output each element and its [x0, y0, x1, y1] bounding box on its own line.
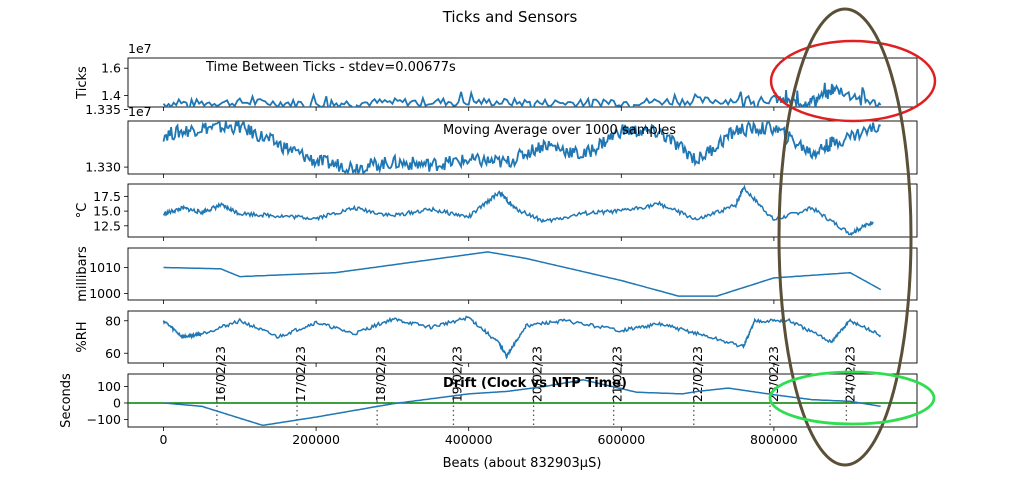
- annotation-ellipses: [768, 7, 937, 467]
- date-marker-label: 22/02/23: [690, 346, 705, 402]
- y-tick-label: 1000: [89, 286, 121, 301]
- y-tick-label: 80: [105, 313, 121, 328]
- axes-frame: [127, 120, 918, 175]
- axis-offset-label: 1e7: [128, 41, 152, 56]
- chart-title: Ticks and Sensors: [442, 8, 578, 26]
- axis-offset-label: 1e7: [128, 104, 152, 119]
- panel-annotation: Time Between Ticks - stdev=0.00677s: [205, 60, 456, 75]
- red-highlight-ellipse: [769, 39, 937, 123]
- y-tick-label: 1.335: [85, 102, 121, 117]
- y-tick-label: 15.0: [93, 204, 121, 219]
- y-tick-label: 1.330: [85, 160, 121, 175]
- x-tick-label: 200000: [292, 432, 340, 447]
- y-axis-label: %RH: [75, 321, 90, 352]
- x-tick-label: 800000: [750, 432, 798, 447]
- subplot-2: 1.330 1.335 1e7 Moving Average over 1000 sa…: [85, 102, 918, 178]
- axes-frame: [127, 373, 918, 428]
- y-axis-label: millibars: [75, 246, 90, 302]
- chart-panels: 1.4 1.6 Ticks 1e7 Time Between Ticks - stdev…: [59, 41, 918, 447]
- series-line: [162, 184, 874, 237]
- date-marker-label: 21/02/23: [610, 346, 625, 402]
- x-tick-label: 600000: [597, 432, 645, 447]
- date-marker-label: 18/02/23: [373, 346, 388, 402]
- date-marker-label: 24/02/23: [842, 346, 857, 402]
- panel-annotation: Moving Average over 1000 samples: [443, 123, 676, 138]
- series-line: [163, 379, 881, 427]
- subplot-3: 12.515.017.5°C: [75, 183, 918, 241]
- y-axis-label: Ticks: [75, 66, 90, 100]
- panel-annotation: Drift (Clock vs NTP Time): [443, 376, 627, 391]
- subplot-5: 60 80 %RH: [75, 310, 918, 367]
- green-highlight-ellipse: [768, 370, 936, 426]
- axes-frame: [127, 310, 918, 364]
- axes-frame: [127, 183, 918, 238]
- series-line: [162, 82, 882, 107]
- y-tick-label: 17.5: [93, 189, 121, 204]
- date-marker-label: 19/02/23: [449, 346, 464, 402]
- y-tick-label: 1.4: [101, 88, 121, 103]
- series-line: [162, 121, 881, 174]
- axes-frame: [127, 247, 918, 301]
- series-line: [163, 251, 882, 297]
- y-tick-label: 1010: [89, 260, 121, 275]
- y-tick-label: 60: [105, 346, 121, 361]
- y-tick-label: 100: [97, 379, 121, 394]
- y-tick-label: 12.5: [93, 218, 121, 233]
- date-marker-label: 16/02/23: [213, 346, 228, 402]
- brown-highlight-ellipse: [777, 7, 913, 467]
- y-axis-label: °C: [75, 203, 90, 219]
- series-line: [162, 315, 882, 360]
- y-tick-label: 1.6: [101, 61, 121, 76]
- x-axis-label: Beats (about 832903µS): [443, 456, 602, 471]
- axes-frame: [127, 57, 918, 108]
- date-marker-label: 20/02/23: [530, 346, 545, 402]
- x-tick-label: 400000: [445, 432, 493, 447]
- date-marker-label: 17/02/23: [293, 346, 308, 402]
- y-tick-label: −100: [87, 412, 121, 427]
- x-tick-label: 0: [160, 432, 168, 447]
- subplot-1: 1.4 1.6 Ticks 1e7 Time Between Ticks - stdev…: [75, 41, 918, 111]
- y-tick-label: 0: [113, 395, 121, 410]
- y-axis-label: Seconds: [59, 373, 74, 428]
